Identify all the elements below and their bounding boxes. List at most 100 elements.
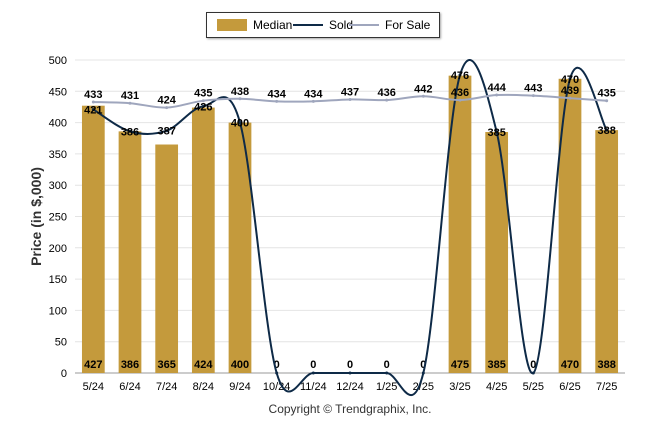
data-label-sold: 385 [487, 127, 505, 139]
point-sold [458, 73, 462, 77]
data-label-median: 386 [121, 359, 139, 371]
y-axis-label: Price (in $,000) [28, 167, 44, 266]
point-sold [348, 371, 352, 375]
copyright-text: Copyright © Trendgraphix, Inc. [268, 402, 432, 416]
bar-median [485, 131, 509, 373]
point-for-sale [421, 94, 425, 98]
data-label-median: 0 [274, 359, 280, 371]
data-label-for-sale: 444 [487, 82, 506, 94]
bar-median [81, 105, 105, 373]
legend-swatch-sold [293, 24, 323, 26]
data-label-sold: 470 [561, 74, 579, 86]
data-label-median: 475 [451, 359, 469, 371]
data-label-median: 400 [231, 359, 249, 371]
bar-median [191, 107, 215, 374]
point-for-sale [275, 99, 279, 103]
data-label-median: 388 [597, 359, 615, 371]
y-tick-label: 400 [49, 118, 67, 130]
point-sold [275, 371, 279, 375]
y-tick-label: 500 [49, 55, 67, 67]
data-label-sold: 476 [451, 70, 469, 82]
x-tick-label: 7/24 [156, 381, 177, 393]
data-label-for-sale: 434 [267, 88, 286, 100]
legend-label-for-sale: For Sale [385, 18, 431, 32]
data-label-median: 0 [530, 359, 536, 371]
x-tick-label: 12/24 [336, 381, 364, 393]
x-tick-label: 5/25 [523, 381, 544, 393]
x-tick-label: 9/24 [229, 381, 250, 393]
data-label-for-sale: 436 [451, 87, 469, 99]
data-label-sold: 421 [84, 104, 102, 116]
point-for-sale [458, 98, 462, 102]
data-label-for-sale: 431 [121, 90, 139, 102]
legend-swatch-median [217, 19, 247, 31]
bar-median [155, 144, 179, 373]
y-tick-label: 200 [49, 243, 67, 255]
data-label-for-sale: 442 [414, 83, 432, 95]
point-sold [238, 121, 242, 125]
data-label-median: 424 [194, 359, 213, 371]
bar-median [595, 130, 619, 373]
y-tick-label: 250 [49, 212, 67, 224]
x-tick-label: 6/24 [119, 381, 140, 393]
data-label-for-sale: 443 [524, 83, 542, 95]
x-tick-label: 11/24 [300, 381, 327, 393]
point-for-sale [311, 99, 315, 103]
legend-label-sold: Sold [329, 18, 354, 32]
x-tick-label: 3/25 [449, 381, 470, 393]
point-for-sale [385, 98, 389, 102]
x-tick-label: 10/24 [263, 381, 291, 393]
data-label-for-sale: 433 [84, 89, 102, 101]
y-tick-label: 450 [49, 86, 67, 98]
data-label-sold: 400 [231, 118, 249, 130]
data-label-sold: 388 [597, 125, 615, 137]
point-for-sale [128, 101, 132, 105]
point-for-sale [495, 93, 499, 97]
y-tick-label: 50 [55, 337, 67, 349]
legend-item-median: Median [217, 13, 292, 37]
bar-median [228, 122, 252, 373]
point-sold [568, 77, 572, 81]
data-label-for-sale: 435 [597, 88, 615, 100]
legend-item-for-sale: For Sale [349, 13, 430, 37]
data-label-for-sale: 435 [194, 88, 212, 100]
bar-median [448, 75, 472, 374]
data-label-median: 0 [347, 359, 353, 371]
legend-item-sold: Sold [293, 13, 353, 37]
point-for-sale [201, 99, 205, 103]
x-tick-label: 4/25 [486, 381, 507, 393]
x-tick-label: 5/24 [83, 381, 104, 393]
data-label-median: 365 [157, 359, 175, 371]
x-tick-label: 8/24 [193, 381, 214, 393]
data-label-for-sale: 436 [377, 87, 395, 99]
data-label-median: 470 [561, 359, 579, 371]
point-for-sale [238, 97, 242, 101]
data-label-sold: 386 [121, 126, 139, 138]
data-label-for-sale: 439 [561, 85, 579, 97]
point-for-sale [605, 99, 609, 103]
point-sold [91, 107, 95, 111]
data-label-sold: 426 [194, 101, 212, 113]
legend: Median Sold For Sale [206, 12, 440, 38]
data-label-median: 0 [420, 359, 426, 371]
y-tick-label: 350 [49, 149, 67, 161]
data-label-for-sale: 438 [231, 86, 249, 98]
point-sold [385, 371, 389, 375]
point-sold [201, 104, 205, 108]
x-tick-label: 1/25 [376, 381, 397, 393]
point-for-sale [348, 97, 352, 101]
point-for-sale [531, 94, 535, 98]
data-label-median: 0 [384, 359, 390, 371]
point-sold [421, 371, 425, 375]
point-sold [165, 129, 169, 133]
y-tick-label: 100 [49, 305, 67, 317]
data-label-median: 0 [310, 359, 316, 371]
y-tick-label: 0 [61, 368, 67, 380]
point-for-sale [568, 96, 572, 100]
line-sold [92, 58, 608, 396]
point-sold [495, 130, 499, 134]
point-sold [531, 371, 535, 375]
point-sold [605, 128, 609, 132]
y-tick-label: 150 [49, 274, 67, 286]
